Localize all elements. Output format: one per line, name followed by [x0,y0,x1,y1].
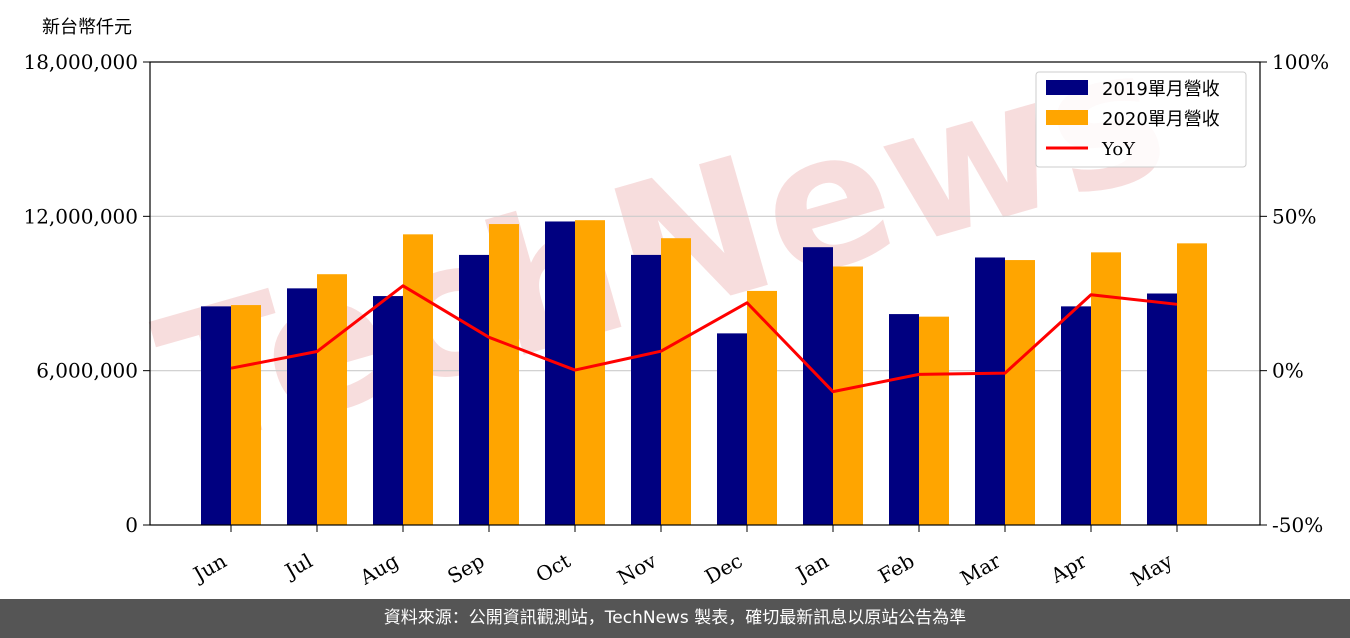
y-axis-left: 0 6,000,000 12,000,000 18,000,000 [23,50,150,537]
y2-tick-label: 0% [1272,359,1304,383]
x-tick-label: Sep [443,549,488,589]
bar-2019-may [1147,293,1177,525]
plot-frame [149,61,1261,526]
legend-label-2020: 2020單月營收 [1102,109,1220,130]
y2-tick-label: 50% [1272,204,1316,228]
bar-2020-oct [575,220,605,526]
bar-2020-jun [231,305,261,525]
bar-2020-aug [403,234,433,526]
bar-2019-jun [201,306,231,525]
y-axis-right: -50% 0% 50% 100% [1260,50,1329,537]
legend-swatch-2020 [1046,110,1088,125]
bar-2020-apr [1091,252,1121,525]
legend-frame [1035,71,1247,168]
bar-2020-jul [317,274,347,525]
bar-2020-may [1177,243,1207,525]
bar-2019-apr [1061,306,1091,525]
yoy-line-group [230,284,1178,394]
bar-2019-dec [717,333,747,525]
y2-tick-label: -50% [1272,513,1323,537]
bars-group [201,220,1207,526]
x-tick-label: Nov [613,548,661,590]
x-axis: Jun Jul Aug Sep Oct Nov Dec Jan Feb Mar Apr May [188,525,1178,591]
legend: 2019單月營收 2020單月營收 YoY [1035,71,1247,168]
x-tick-label: Jul [279,549,316,584]
bar-2019-aug [373,296,403,525]
legend-label-yoy: YoY [1101,139,1136,160]
x-tick-label: Feb [874,549,918,588]
y-tick-label: 18,000,000 [23,50,138,74]
y-tick-label: 0 [125,513,138,537]
x-tick-label: Oct [532,549,575,588]
y2-tick-label: 100% [1272,50,1329,74]
bar-2019-mar [975,257,1005,525]
bar-2020-sep [489,224,519,526]
x-tick-label: Mar [956,548,1005,590]
x-tick-label: Dec [701,549,747,589]
y-tick-label: 6,000,000 [36,359,138,383]
legend-label-2019: 2019單月營收 [1102,79,1220,100]
bar-2019-oct [545,221,575,525]
bar-2020-jan [833,266,863,525]
bar-2019-sep [459,254,489,525]
x-tick-label: May [1127,548,1177,591]
x-tick-label: Apr [1046,548,1091,588]
legend-swatch-2019 [1046,80,1088,95]
y-axis-label: 新台幣仟元 [42,17,132,38]
x-tick-label: Aug [355,548,403,589]
bar-2019-feb [889,314,919,525]
y-tick-label: 12,000,000 [23,204,138,228]
bar-2020-mar [1005,260,1035,525]
bar-2019-nov [631,254,661,525]
yoy-line [230,284,1178,394]
bar-2019-jul [287,288,317,525]
bar-2020-dec [747,290,777,525]
footer-source-note: 資料來源：公開資訊觀測站，TechNews 製表，確切最新訊息以原站公告為準 [0,599,1350,638]
bar-2020-nov [661,238,691,526]
bar-2020-feb [919,316,949,525]
chart-area: TechNews 06,000,00012,000,00018,000,000 … [23,3,1329,591]
x-tick-label: Jun [188,548,231,587]
x-tick-label: Jan [790,548,832,586]
